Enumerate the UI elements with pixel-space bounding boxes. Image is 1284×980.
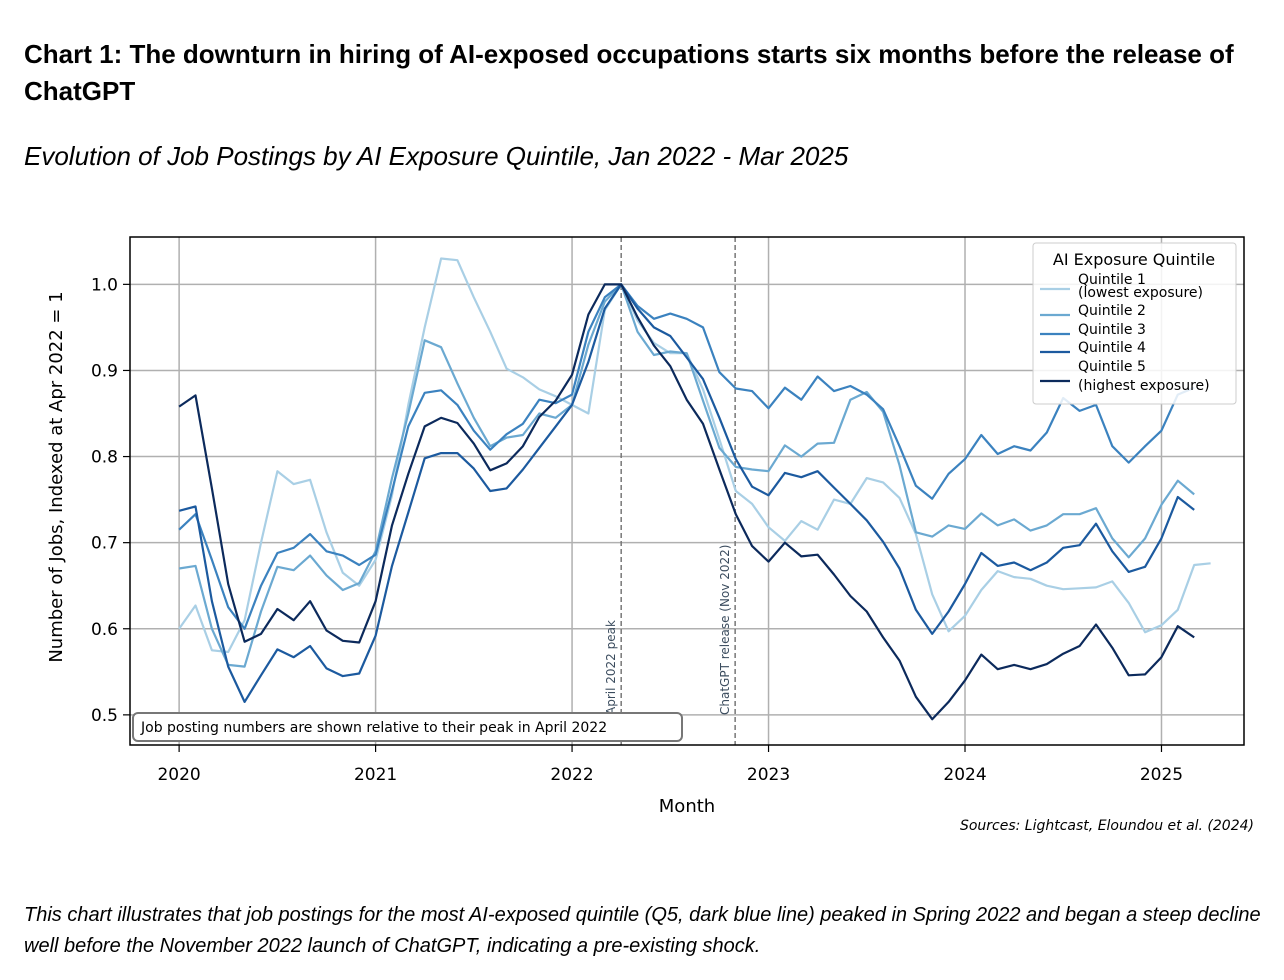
- legend-label-quintile-2: Quintile 2: [1078, 303, 1146, 319]
- axis-ticks: 2020 2021 2022 2023 2024 2025 0.5 0.6 0.7 0.8 0.9 1…: [91, 275, 1183, 785]
- legend-frame: [1032, 242, 1237, 405]
- chart-subtitle: Evolution of Job Postings by AI Exposure…: [24, 141, 849, 171]
- y-axis-label: Number of Jobs, Indexed at Apr 2022 = 1: [46, 291, 67, 662]
- x-tick-label: 2024: [943, 765, 986, 785]
- legend-sublabel-quintile-5: (highest exposure): [1078, 378, 1210, 394]
- x-axis-label: Month: [659, 796, 715, 817]
- x-tick-label: 2021: [354, 765, 397, 785]
- series-line-quintile-1: [178, 257, 1211, 654]
- x-tick-label: 2020: [157, 765, 200, 785]
- y-tick-label: 1.0: [91, 275, 118, 295]
- legend: AI Exposure Quintile Quintile 1(lowest e…: [1032, 242, 1237, 405]
- chart-title: Chart 1: The downturn in hiring of AI-ex…: [24, 39, 1234, 106]
- x-tick-label: 2022: [550, 765, 593, 785]
- x-tick-label: 2023: [747, 765, 790, 785]
- note-text: Job posting numbers are shown relative t…: [140, 720, 607, 736]
- series-lines: [178, 257, 1211, 721]
- reference-line-label: ChatGPT release (Nov 2022): [718, 545, 732, 715]
- note-box-frame: [132, 712, 683, 742]
- plot-frame: [129, 236, 1245, 746]
- legend-label-quintile-3: Quintile 3: [1078, 322, 1146, 338]
- y-tick-label: 0.9: [91, 361, 118, 381]
- series-line-quintile-3: [178, 283, 1195, 630]
- y-tick-label: 0.6: [91, 620, 118, 640]
- grid: [130, 237, 1244, 745]
- legend-title: AI Exposure Quintile: [1053, 250, 1215, 269]
- series-line-quintile-4: [178, 283, 1195, 704]
- source-note: Sources: Lightcast, Eloundou et al. (202…: [959, 818, 1254, 834]
- note-box: Job posting numbers are shown relative t…: [132, 712, 683, 742]
- series-line-quintile-5: [178, 283, 1195, 721]
- legend-label-quintile-5: Quintile 5: [1078, 359, 1146, 375]
- legend-label-quintile-1: Quintile 1: [1078, 272, 1146, 288]
- x-tick-label: 2025: [1140, 765, 1183, 785]
- series-line-quintile-2: [178, 283, 1195, 668]
- legend-entries: Quintile 1(lowest exposure) Quintile 2 Qui…: [1040, 272, 1210, 394]
- legend-sublabel-quintile-1: (lowest exposure): [1078, 285, 1203, 301]
- chart-caption: This chart illustrates that job postings…: [24, 904, 1261, 957]
- y-tick-label: 0.8: [91, 448, 118, 468]
- reference-lines: April 2022 peak ChatGPT release (Nov 2022…: [604, 237, 736, 745]
- y-tick-label: 0.7: [91, 534, 118, 554]
- y-tick-label: 0.5: [91, 706, 118, 726]
- reference-line-label: April 2022 peak: [604, 620, 618, 715]
- legend-label-quintile-4: Quintile 4: [1078, 340, 1146, 356]
